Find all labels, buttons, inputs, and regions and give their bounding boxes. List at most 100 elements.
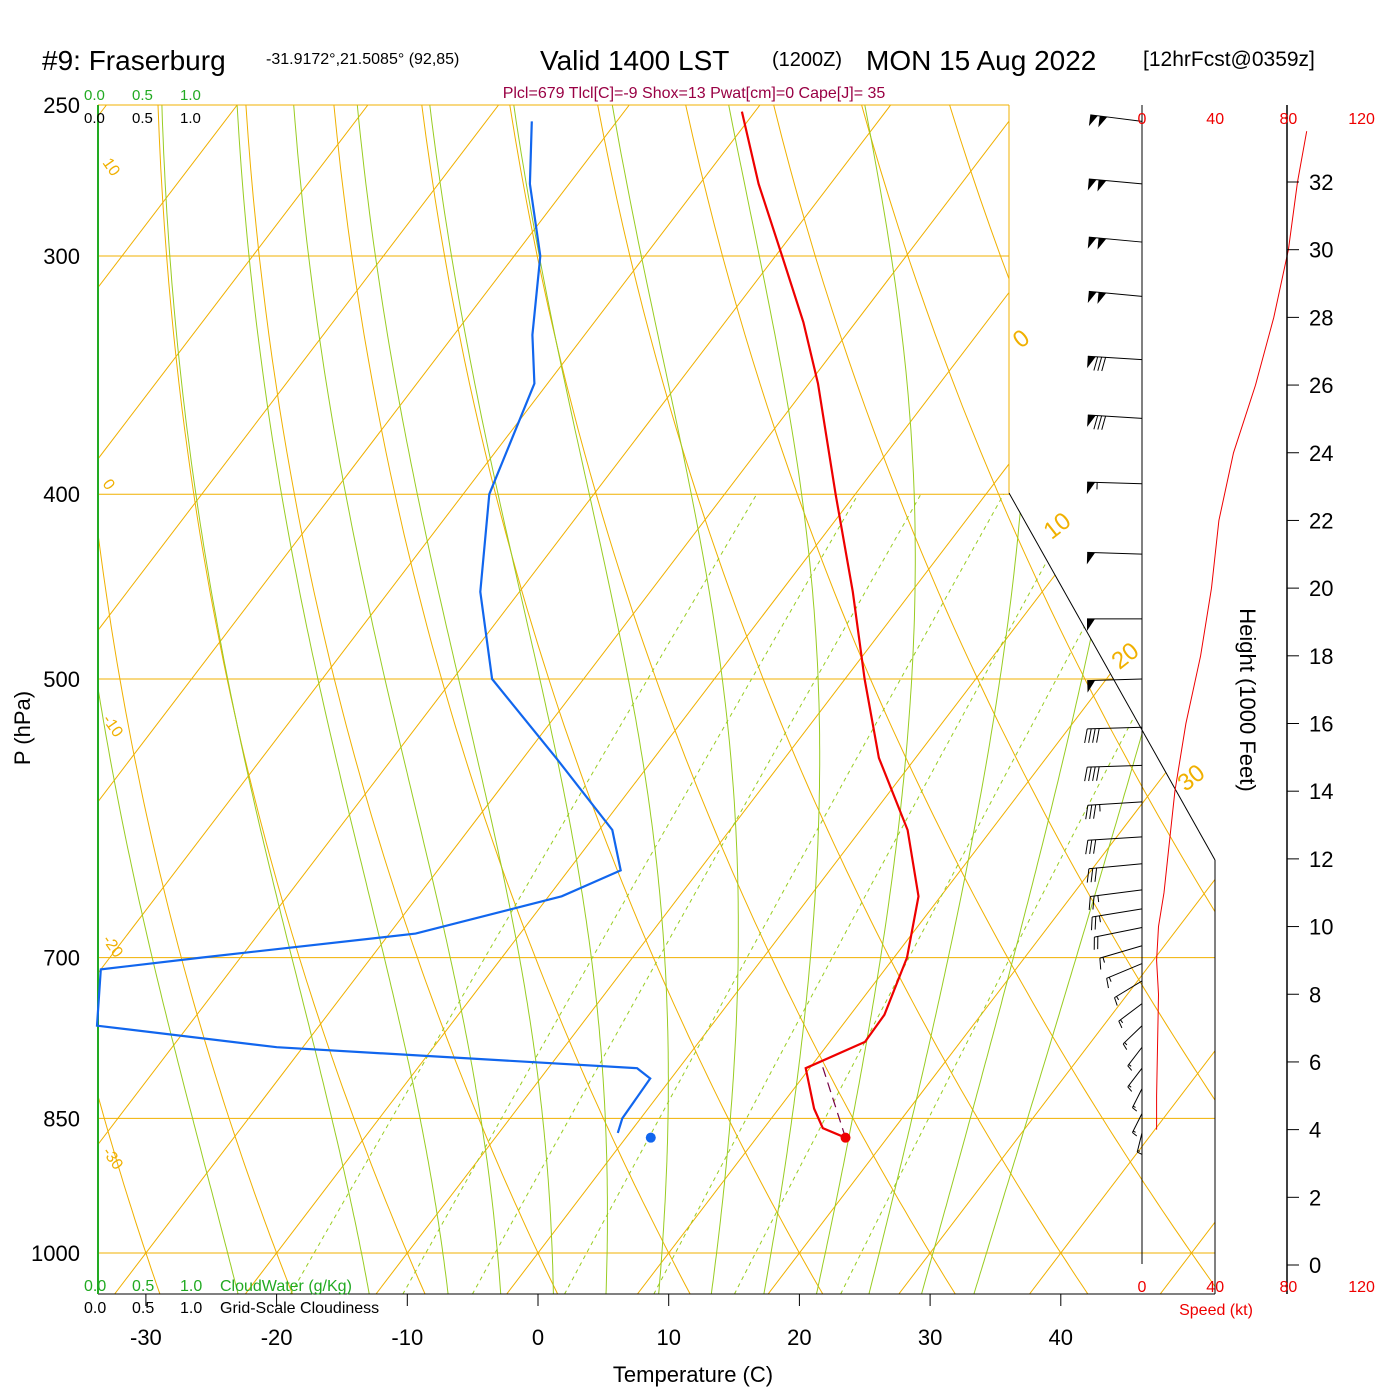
cloudwater-bottom-tick-2: 1.0 [180, 1278, 202, 1295]
wind-profile [1084, 105, 1308, 1264]
cloudiness-tick-2: 1.0 [180, 110, 201, 127]
wind-barb-feather [1101, 416, 1107, 430]
wind-barb-pennant [1087, 178, 1097, 191]
wind-barb-half-feather [1098, 915, 1101, 923]
mixing-ratio-label: 3 [445, 1300, 464, 1317]
moist-adiabat [971, 105, 1215, 1294]
wind-barb [1086, 481, 1143, 495]
pressure-tick-label: 300 [43, 244, 80, 269]
wind-barb-half-feather [1132, 1105, 1136, 1108]
wind-barb [1106, 963, 1143, 989]
wind-barb [1118, 1003, 1143, 1029]
wind-barb-feather [1127, 1065, 1133, 1071]
wind-barb [1088, 889, 1143, 911]
header: #9: Fraserburg -31.9172°,21.5085° (92,85… [42, 45, 1315, 76]
wind-barb [1087, 414, 1143, 430]
wind-barb [1085, 801, 1143, 820]
x-tick-label: 20 [787, 1325, 811, 1350]
wind-barb-feather [1084, 767, 1088, 782]
dry-adiabat [765, 105, 1215, 1294]
wind-barb-half-feather [1128, 1064, 1132, 1067]
wind-barb-feather [1096, 766, 1100, 781]
wind-barb-half-feather [1124, 1042, 1128, 1046]
wind-barb-shaft [1136, 1132, 1143, 1153]
mixing-ratio-lines: 1 2 3 5 8 12 20 [285, 493, 1215, 1317]
wind-barb [1088, 114, 1143, 128]
station-title: #9: Fraserburg [42, 45, 226, 76]
wind-barb-pennant [1087, 291, 1097, 303]
isotherm-label: 0 [99, 476, 118, 493]
wind-barb-half-feather [1132, 1130, 1136, 1133]
mixing-ratio-line [649, 493, 1085, 1294]
wind-barb-feather [1089, 839, 1093, 854]
height-tick-label: 20 [1309, 576, 1333, 601]
mixing-ratio-line [398, 493, 859, 1294]
wind-barb [1127, 1046, 1143, 1071]
wind-barb [1085, 836, 1143, 855]
y-axis-title: P (hPa) [10, 691, 35, 765]
wind-barb-shaft [1090, 114, 1143, 122]
dry-adiabat [1199, 105, 1215, 1294]
x-tick-label: -20 [261, 1325, 293, 1350]
wind-barb-pennant [1087, 356, 1096, 369]
wind-barb-feather [1094, 916, 1097, 930]
isotherm-label-right: 10 [1039, 507, 1077, 545]
wind-barb-pennant [1088, 114, 1098, 127]
valid-date: MON 15 Aug 2022 [866, 45, 1096, 76]
wind-barb-shaft [1132, 1088, 1143, 1108]
surface-temperature-dot [840, 1132, 851, 1143]
isotherm-line [114, 105, 1022, 1294]
wind-barb-shaft [1087, 764, 1143, 768]
speed-tick-label-top: 120 [1348, 111, 1375, 128]
wind-barb-shaft [1087, 414, 1143, 419]
wind-barb-shaft [1088, 236, 1143, 243]
isotherm-line [98, 105, 369, 1294]
isotherm-line [98, 105, 761, 1294]
wind-barb [1084, 726, 1143, 744]
wind-barb-feather [1093, 356, 1099, 371]
pressure-tick-label: 1000 [31, 1241, 80, 1266]
x-tick-label: -30 [130, 1325, 162, 1350]
isotherm-line [637, 105, 1215, 1294]
wind-barb-pennant [1086, 482, 1096, 495]
wind-barb-shaft [1087, 481, 1143, 485]
x-tick-label: 10 [656, 1325, 680, 1350]
wind-barb-feather [1089, 804, 1093, 820]
sounding-profiles [95, 111, 920, 1143]
mixing-ratio-label: 12 [707, 1292, 731, 1316]
wind-barb-shaft [1090, 889, 1143, 897]
isotherm-line [98, 105, 238, 1294]
dry-adiabat [678, 105, 1215, 1294]
wind-barb-shaft [1114, 980, 1143, 999]
cloudwater-tick-0: 0.0 [84, 87, 105, 104]
wind-barb [1087, 355, 1143, 372]
wind-barb-half-feather [1102, 957, 1105, 963]
isotherm-label: 10 [99, 155, 123, 179]
wind-barb-feather [1122, 1043, 1128, 1050]
height-tick-label: 10 [1309, 915, 1333, 940]
wind-barb-half-feather [1097, 895, 1100, 903]
isotherm-line [898, 105, 1215, 1294]
zulu-time: (1200Z) [772, 49, 842, 71]
isotherm-line [506, 105, 1215, 1294]
x-axis-title: Temperature (C) [613, 1362, 773, 1387]
wind-barb [1122, 1025, 1143, 1050]
mixing-ratio-label: 5 [537, 1300, 556, 1317]
height-tick-label: 14 [1309, 779, 1333, 804]
wind-barb-feather [1097, 357, 1103, 371]
dry-adiabat [330, 105, 703, 1294]
dry-adiabat-lines [98, 105, 1215, 1294]
wind-barb-feather [1088, 896, 1091, 911]
mixing-ratio-line [836, 493, 1215, 1294]
moist-adiabat [161, 105, 371, 1294]
wind-barb-feather [1092, 766, 1096, 781]
x-tick-label: -10 [391, 1325, 423, 1350]
pressure-tick-label: 700 [43, 946, 80, 971]
mixing-ratio-label: 8 [627, 1300, 646, 1317]
wind-barb-feather [1092, 895, 1095, 910]
wind-barb-feather [1099, 958, 1102, 970]
wind-barb-feather [1084, 728, 1088, 744]
isotherm-line [98, 105, 892, 1294]
wind-barb [1099, 945, 1143, 970]
